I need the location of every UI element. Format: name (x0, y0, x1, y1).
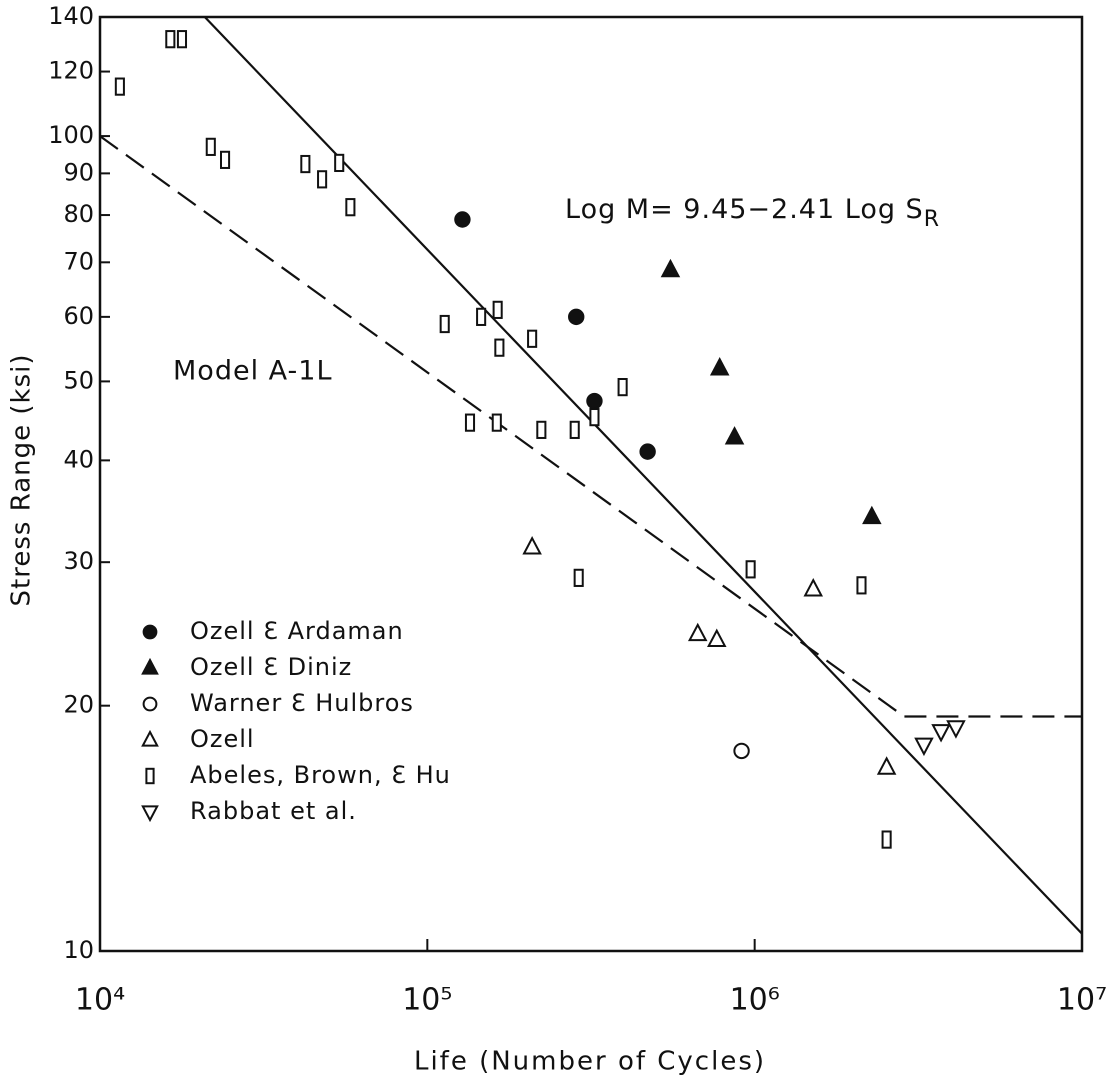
legend-label: Abeles, Brown, Ɛ Hu (190, 761, 451, 789)
x-tick-label: 10⁷ (1057, 983, 1107, 1018)
legend-marker (141, 805, 159, 823)
point (876, 756, 897, 775)
point (617, 378, 628, 397)
x-tick-label: 10⁶ (730, 983, 780, 1018)
point (573, 568, 584, 587)
y-tick-label: 120 (48, 57, 94, 85)
legend-marker (141, 657, 159, 675)
point (660, 258, 681, 278)
point (464, 413, 476, 432)
point (492, 300, 503, 319)
y-tick-label: 10 (63, 936, 94, 964)
point (745, 560, 756, 579)
point (946, 720, 966, 739)
point (568, 308, 585, 326)
point (687, 622, 708, 642)
y-tick-label: 40 (63, 445, 94, 473)
legend-marker (141, 729, 159, 747)
point (439, 314, 450, 334)
point (476, 307, 487, 326)
fit-line (204, 16, 1083, 935)
legend-label: Warner Ɛ Hulbros (190, 689, 414, 717)
point (733, 742, 750, 760)
legend-marker (145, 767, 155, 785)
point (709, 357, 730, 376)
point (803, 578, 824, 597)
y-tick-label: 70 (63, 247, 94, 275)
point (176, 30, 188, 49)
x-axis-label: Life (Number of Cycles) (414, 1047, 766, 1077)
point (639, 443, 656, 460)
point (219, 150, 231, 169)
y-tick-label: 30 (63, 547, 94, 575)
y-tick-label: 100 (48, 121, 94, 149)
legend-label: Rabbat et al. (190, 797, 357, 825)
point (536, 420, 547, 439)
equation-subscript: R (924, 207, 940, 232)
point (707, 628, 727, 647)
point (494, 338, 505, 357)
point (856, 576, 867, 595)
y-tick-label: 20 (63, 691, 94, 719)
x-tick-label: 10⁵ (402, 983, 452, 1018)
y-axis-label: Stress Range (ksi) (7, 354, 37, 607)
point (527, 329, 538, 348)
y-tick-label: 80 (63, 200, 94, 228)
point (586, 392, 603, 410)
point (914, 737, 934, 757)
model-label: Model A-1L (173, 356, 333, 387)
equation-text: Log M= 9.45−2.41 Log S (565, 194, 924, 225)
point (454, 211, 471, 228)
point (205, 137, 216, 156)
y-tick-label: 90 (63, 158, 94, 186)
fit-line (99, 135, 1082, 718)
y-tick-label: 60 (63, 302, 94, 330)
point (345, 198, 356, 217)
legend-marker (142, 696, 158, 712)
point (862, 505, 882, 525)
point (724, 426, 745, 445)
point (569, 420, 580, 439)
legend-label: Ozell Ɛ Diniz (190, 653, 352, 681)
legend-marker (142, 624, 158, 640)
point (522, 536, 542, 555)
x-tick-label: 10⁴ (75, 983, 125, 1018)
y-tick-label: 50 (63, 366, 94, 394)
point (334, 153, 345, 173)
point (931, 724, 951, 743)
point (317, 170, 328, 189)
plot-frame (98, 15, 1084, 953)
point (491, 413, 502, 432)
point (300, 154, 311, 174)
y-tick-label: 140 (48, 2, 94, 30)
legend-label: Ozell Ɛ Ardaman (190, 617, 404, 645)
point (114, 77, 125, 96)
point (165, 30, 176, 49)
equation: Log M= 9.45−2.41 Log SR (565, 194, 940, 233)
point (881, 830, 892, 849)
point (589, 408, 600, 427)
legend-label: Ozell (190, 725, 255, 753)
